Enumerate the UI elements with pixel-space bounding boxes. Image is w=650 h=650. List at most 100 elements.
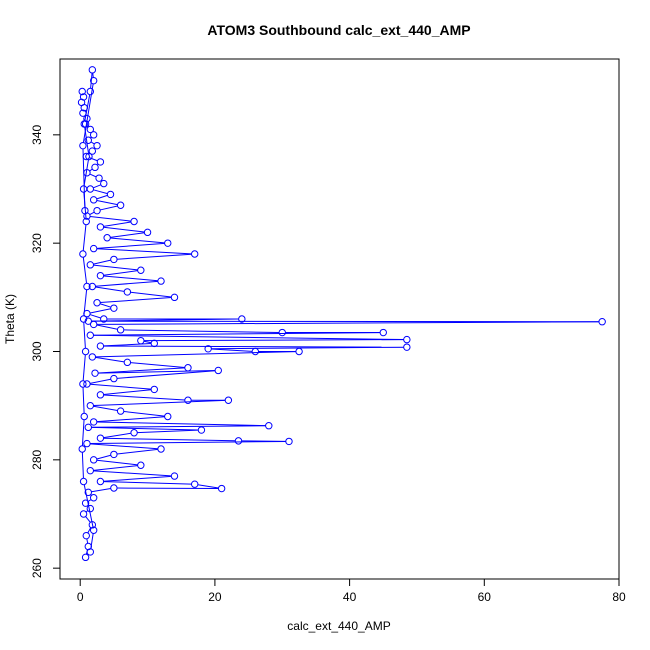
- series-segment: [81, 452, 84, 479]
- data-point: [238, 315, 246, 323]
- series-segment: [143, 340, 152, 344]
- y-tick-label: 300: [30, 341, 44, 361]
- series-segment: [103, 437, 236, 442]
- series-segment: [90, 383, 152, 390]
- data-point: [96, 223, 105, 231]
- data-point: [88, 66, 97, 74]
- data-point: [81, 553, 90, 562]
- data-point: [110, 484, 118, 492]
- series-segment: [103, 345, 404, 348]
- series-segment: [90, 141, 95, 145]
- series-segment: [90, 72, 93, 89]
- data-point: [96, 477, 105, 486]
- data-point: [88, 521, 97, 529]
- data-point: [137, 266, 145, 274]
- data-point: [96, 342, 105, 350]
- data-point: [217, 484, 226, 493]
- series-segment: [91, 320, 599, 323]
- data-point: [86, 504, 95, 513]
- data-point: [88, 147, 97, 155]
- series-points: [77, 66, 606, 562]
- data-point: [82, 152, 90, 161]
- series-segment: [110, 237, 165, 244]
- data-point: [79, 477, 88, 486]
- series-segment: [98, 370, 216, 374]
- data-point: [79, 141, 87, 150]
- data-point: [79, 380, 87, 388]
- data-point: [96, 158, 105, 166]
- data-point: [150, 385, 158, 394]
- data-point: [83, 169, 91, 177]
- series-segment: [93, 264, 138, 271]
- data-point: [93, 141, 101, 150]
- series-segment: [96, 194, 108, 200]
- series-segment: [82, 354, 86, 381]
- data-point: [80, 412, 88, 421]
- series-segment: [96, 321, 599, 325]
- series-segment: [90, 443, 158, 450]
- series-segment: [89, 314, 101, 319]
- series-segment: [103, 343, 152, 347]
- series-segment: [96, 242, 165, 249]
- data-point: [100, 315, 108, 323]
- data-point: [234, 437, 243, 445]
- series-segment: [95, 351, 296, 358]
- data-point: [214, 366, 222, 375]
- series-segment: [96, 199, 118, 206]
- series-segment: [93, 470, 172, 477]
- data-point: [93, 206, 101, 215]
- data-point: [110, 450, 118, 459]
- data-point: [84, 317, 92, 325]
- x-tick-label: 80: [612, 590, 626, 604]
- data-point: [197, 426, 206, 434]
- data-point: [100, 179, 108, 188]
- data-point: [110, 255, 118, 264]
- data-point: [103, 234, 111, 242]
- series-segment: [103, 432, 132, 439]
- chart-title: ATOM3 Southbound calc_ext_440_AMP: [207, 22, 470, 38]
- data-point: [80, 104, 88, 112]
- series-segment: [100, 205, 118, 211]
- data-point: [123, 358, 132, 367]
- series-segment: [82, 224, 87, 251]
- data-point: [123, 288, 132, 296]
- x-axis-label: calc_ext_440_AMP: [287, 619, 390, 633]
- data-point: [84, 488, 92, 497]
- series-segment: [103, 221, 132, 227]
- data-point: [79, 109, 87, 117]
- data-point: [106, 190, 115, 199]
- data-point: [403, 343, 411, 351]
- data-point: [83, 439, 91, 448]
- data-point: [83, 380, 91, 388]
- data-point: [403, 335, 411, 344]
- data-point: [379, 328, 387, 337]
- data-point: [89, 526, 98, 534]
- series-segment: [89, 211, 95, 216]
- data-point: [164, 239, 172, 247]
- data-point: [93, 299, 101, 307]
- series-segment: [90, 215, 131, 222]
- y-tick-label: 340: [30, 125, 44, 145]
- data-point: [80, 120, 88, 128]
- series-segment: [83, 322, 86, 349]
- series-segment: [93, 184, 101, 189]
- series-segment: [89, 157, 98, 162]
- series-segment: [89, 378, 111, 384]
- series-segment: [123, 329, 280, 333]
- series-segment: [123, 410, 165, 417]
- y-tick-label: 320: [30, 233, 44, 253]
- series-segment: [85, 516, 91, 523]
- data-point: [79, 315, 88, 323]
- data-point: [95, 174, 103, 182]
- series-segment: [91, 488, 111, 493]
- data-point: [116, 326, 125, 334]
- series-segment: [96, 454, 111, 460]
- series-segment: [93, 465, 138, 471]
- data-point: [86, 125, 95, 134]
- series-segment: [144, 339, 404, 342]
- data-point: [89, 494, 98, 502]
- series-segment: [197, 484, 219, 489]
- data-point: [86, 548, 95, 556]
- data-point: [130, 429, 138, 437]
- data-point: [110, 374, 118, 383]
